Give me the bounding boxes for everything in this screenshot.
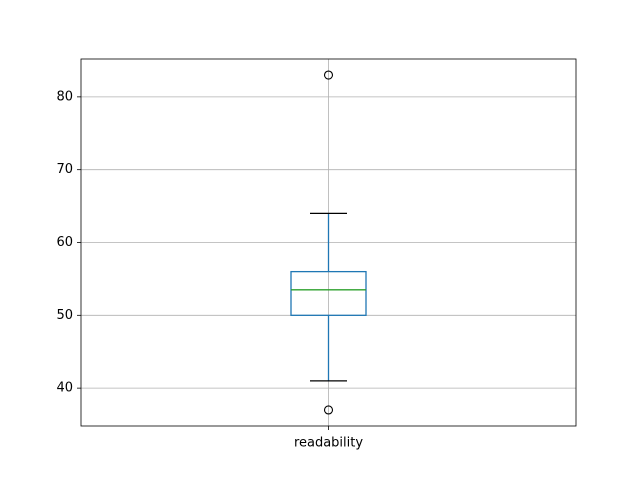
x-tick-label: readability bbox=[294, 436, 363, 451]
box bbox=[290, 270, 367, 316]
y-tick-label: 60 bbox=[56, 235, 73, 250]
plot-frame bbox=[80, 58, 577, 427]
y-tick-label: 40 bbox=[56, 381, 73, 396]
outlier bbox=[323, 405, 334, 415]
outlier bbox=[323, 70, 334, 80]
y-tick-label: 70 bbox=[56, 162, 73, 177]
y-tick-label: 50 bbox=[56, 308, 73, 323]
y-tick-label: 80 bbox=[56, 89, 73, 104]
